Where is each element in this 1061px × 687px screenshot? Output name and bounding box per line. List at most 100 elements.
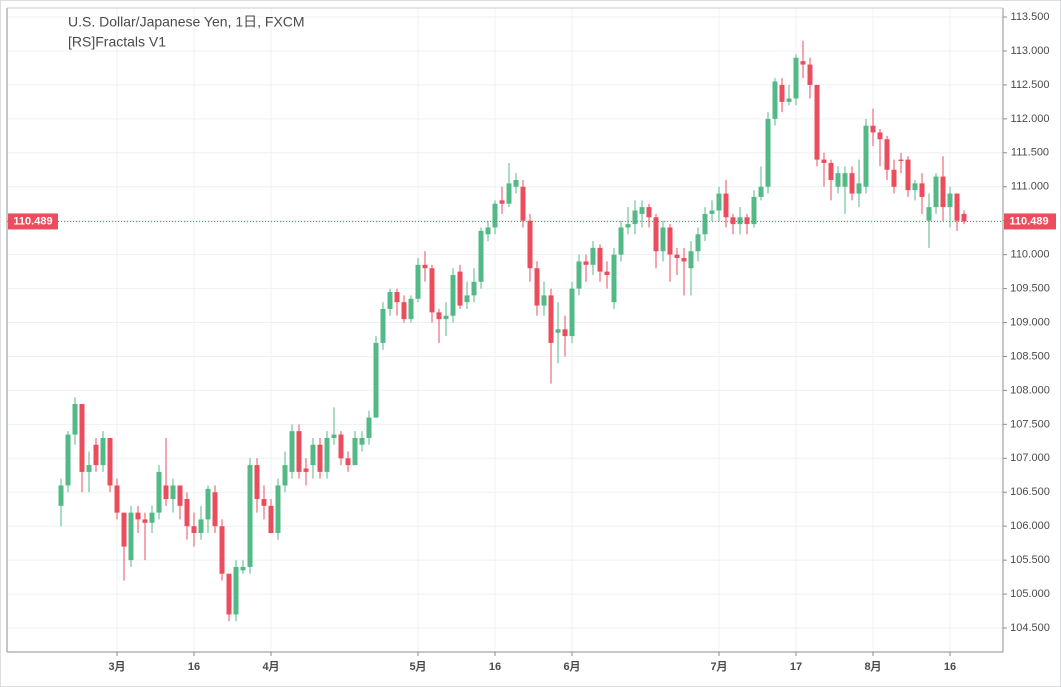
candle-body [541,295,547,306]
candle-body [233,566,239,615]
candle-body [632,210,638,225]
candle-body [380,308,386,343]
last-price-label: 110.489 [13,215,52,227]
candle-body [163,485,169,500]
candle-body [730,217,736,225]
candle-body [275,485,281,533]
candle-body [142,519,148,523]
candle-body [471,281,477,296]
candle-body [443,315,449,320]
y-tick-label: 105.000 [1010,588,1050,600]
y-tick-label: 109.000 [1010,316,1050,328]
y-tick-label: 107.000 [1010,452,1050,464]
x-tick-label: 4月 [262,660,279,673]
candle-body [618,227,624,255]
candle-body [527,220,533,269]
candle-body [373,342,379,418]
candle-body [499,200,505,204]
candle-body [688,251,694,269]
candle-body [184,499,190,527]
candle-body [520,186,526,221]
candle-body [751,196,757,225]
candle-body [296,431,302,472]
candle-body [401,302,407,320]
candle-body [191,526,197,533]
candle-body [653,217,659,252]
candle-body [72,403,78,435]
y-tick-label: 107.500 [1010,418,1050,430]
candle-body [394,291,400,303]
candle-body [856,183,862,194]
y-tick-label: 111.500 [1011,147,1049,159]
candle-body [86,465,92,472]
candle-body [58,485,64,506]
x-tick-label: 16 [489,661,501,673]
candle-body [107,437,113,486]
candle-body [821,159,827,163]
candle-body [702,213,708,235]
candle-body [303,468,309,472]
candle-body [450,275,456,316]
candle-body [912,183,918,191]
candle-body [611,254,617,303]
candle-body [625,224,631,228]
candle-body [604,271,610,276]
y-tick-label: 112.000 [1011,113,1050,125]
candle-body [870,125,876,133]
x-tick-label: 7月 [710,660,727,673]
candle-body [338,434,344,459]
candle-body [709,210,715,214]
candle-body [737,217,743,225]
candle-body [639,207,645,214]
candle-body [359,437,365,445]
candle-body [415,264,421,299]
chart-title: U.S. Dollar/Japanese Yen, 1日, FXCM [68,14,305,30]
candle-body [863,125,869,187]
candle-body [261,499,267,506]
candle-body [310,444,316,466]
candle-body [352,437,358,466]
candle-body [345,458,351,466]
candle-body [779,84,785,102]
candle-body [492,203,498,228]
candle-body [758,186,764,197]
candle-body [247,465,253,567]
candle-body [555,329,561,333]
candle-body [268,505,274,533]
candle-body [940,176,946,208]
y-tick-label: 104.500 [1010,622,1050,634]
x-tick-label: 6月 [563,660,580,673]
candle-body [331,434,337,438]
candle-body [114,485,120,513]
y-tick-label: 112.500 [1011,79,1050,91]
y-tick-label: 110.000 [1011,249,1050,261]
candle-body [674,254,680,259]
candle-body [842,173,848,187]
x-tick-label: 5月 [409,660,426,673]
candle-body [548,295,554,343]
candle-body [485,227,491,235]
candles [7,40,1003,622]
candle-body [156,471,162,513]
candle-body [387,291,393,309]
candle-body [289,431,295,472]
candle-body [282,465,288,486]
candle-body [786,98,792,102]
candle-body [429,268,435,313]
candle-body [457,271,463,306]
candle-body [947,193,953,208]
candle-body [366,417,372,438]
y-tick-label: 109.500 [1010,282,1050,294]
x-tick-label: 16 [944,661,956,673]
candle-body [478,230,484,282]
indicator-name: [RS]Fractals V1 [68,34,166,50]
candle-body [590,247,596,265]
x-tick-label: 16 [188,661,200,673]
candle-body [772,81,778,119]
candle-body [954,193,960,221]
candle-body [212,492,218,527]
x-tick-label: 8月 [864,660,881,673]
candle-body [534,268,540,306]
